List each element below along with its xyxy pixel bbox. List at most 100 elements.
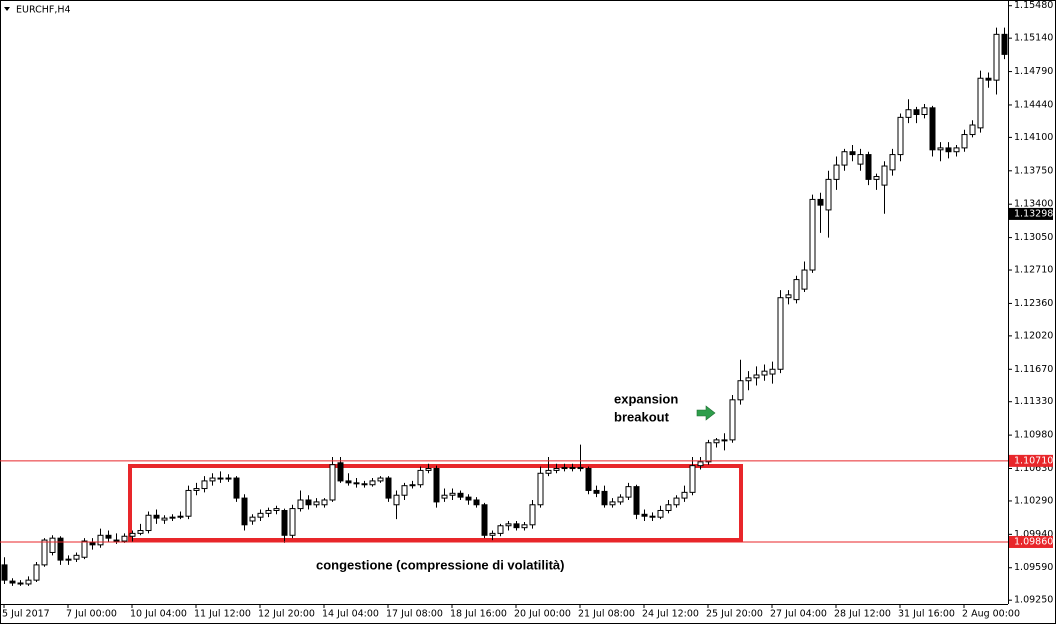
- x-tick-label: 18 Jul 16:00: [450, 609, 507, 620]
- candle-body: [841, 151, 848, 166]
- y-tick-label: 1.14440: [1014, 99, 1053, 110]
- y-tick-label: 1.10980: [1014, 430, 1053, 441]
- candle-body: [73, 554, 80, 560]
- candle-body: [585, 468, 592, 491]
- candle-body: [713, 439, 720, 444]
- candle-body: [641, 513, 648, 517]
- candle-body: [337, 462, 344, 482]
- candle-body: [761, 370, 768, 376]
- candle-body: [753, 374, 760, 379]
- candle-body: [441, 494, 448, 499]
- y-tick-label: 1.14100: [1014, 132, 1053, 143]
- level-label: 1.10710: [1014, 455, 1053, 466]
- candle-body: [793, 279, 800, 301]
- annotation: congestione (compressione di volatilità): [316, 557, 565, 572]
- candle-body: [833, 164, 840, 180]
- y-tick-label: 1.13750: [1014, 165, 1053, 176]
- candle-body: [977, 77, 984, 129]
- candle-body: [601, 490, 608, 506]
- candle-body: [937, 147, 944, 151]
- candle-body: [121, 535, 128, 542]
- candle-body: [897, 116, 904, 156]
- x-tick-label: 14 Jul 04:00: [322, 609, 379, 620]
- candle-body: [401, 485, 408, 496]
- y-tick-label: 1.11670: [1014, 364, 1053, 375]
- candle-body: [737, 380, 744, 401]
- candle-body: [249, 516, 256, 522]
- candle-body: [105, 534, 112, 539]
- candle-body: [505, 523, 512, 527]
- candle-body: [417, 469, 424, 486]
- candle-body: [321, 499, 328, 506]
- candle-body: [97, 534, 104, 546]
- candle-body: [161, 517, 168, 521]
- y-tick-label: 1.11330: [1014, 396, 1053, 407]
- candle-body: [657, 509, 664, 518]
- candle-body: [185, 489, 192, 517]
- candle-body: [553, 468, 560, 471]
- y-tick-label: 1.10290: [1014, 495, 1053, 506]
- candle-body: [513, 523, 520, 529]
- candle-body: [865, 154, 872, 180]
- candle-body: [297, 499, 304, 510]
- y-tick-label: 1.14790: [1014, 66, 1053, 77]
- candle-body: [817, 198, 824, 206]
- candle-body: [89, 542, 96, 546]
- candle-body: [929, 107, 936, 151]
- candle-body: [625, 486, 632, 498]
- candle-body: [49, 537, 56, 553]
- candle-body: [57, 537, 64, 561]
- y-tick-label: 1.15480: [1014, 0, 1053, 11]
- candle-body: [777, 297, 784, 370]
- candle-body: [745, 377, 752, 382]
- y-tick-label: 1.12710: [1014, 265, 1053, 276]
- candle-body: [169, 516, 176, 519]
- candle-body: [689, 465, 696, 493]
- candle-body: [65, 558, 72, 561]
- candle-body: [145, 514, 152, 532]
- candle-body: [177, 515, 184, 518]
- candle-body: [9, 580, 16, 584]
- candle-body: [849, 151, 856, 156]
- candle-body: [537, 472, 544, 506]
- candle-body: [649, 515, 656, 518]
- candle-body: [961, 134, 968, 149]
- candle-body: [257, 512, 264, 518]
- candle-body: [33, 564, 40, 581]
- annotation: breakout: [614, 409, 670, 424]
- candle-body: [921, 107, 928, 116]
- y-tick-label: 1.12020: [1014, 330, 1053, 341]
- y-tick-label: 1.09250: [1014, 595, 1053, 606]
- candle-body: [881, 165, 888, 186]
- candle-body: [721, 439, 728, 442]
- y-tick-label: 1.15140: [1014, 33, 1053, 44]
- candle-body: [129, 532, 136, 537]
- y-tick-label: 1.09590: [1014, 562, 1053, 573]
- candle-body: [305, 499, 312, 506]
- candle-body: [889, 154, 896, 171]
- candle-body: [329, 464, 336, 501]
- candle-body: [361, 483, 368, 486]
- candle-body: [801, 269, 808, 290]
- candle-body: [681, 491, 688, 499]
- candle-body: [873, 176, 880, 180]
- candle-body: [345, 480, 352, 484]
- price-label: 1.13298: [1014, 208, 1053, 219]
- candle-body: [473, 499, 480, 506]
- x-tick-label: 2 Aug 00:00: [962, 609, 1020, 620]
- candle-body: [905, 109, 912, 118]
- x-tick-label: 7 Jul 00:00: [66, 609, 117, 620]
- candle-body: [729, 399, 736, 441]
- candle-body: [769, 368, 776, 375]
- candle-body: [913, 109, 920, 116]
- candle-body: [41, 539, 48, 566]
- candle-body: [273, 508, 280, 511]
- candle-body: [529, 504, 536, 526]
- candle-body: [313, 501, 320, 506]
- candle-body: [465, 496, 472, 501]
- menu-triangle: [4, 7, 10, 11]
- candle-body: [857, 154, 864, 165]
